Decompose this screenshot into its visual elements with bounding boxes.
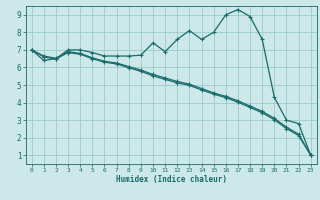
X-axis label: Humidex (Indice chaleur): Humidex (Indice chaleur) (116, 175, 227, 184)
